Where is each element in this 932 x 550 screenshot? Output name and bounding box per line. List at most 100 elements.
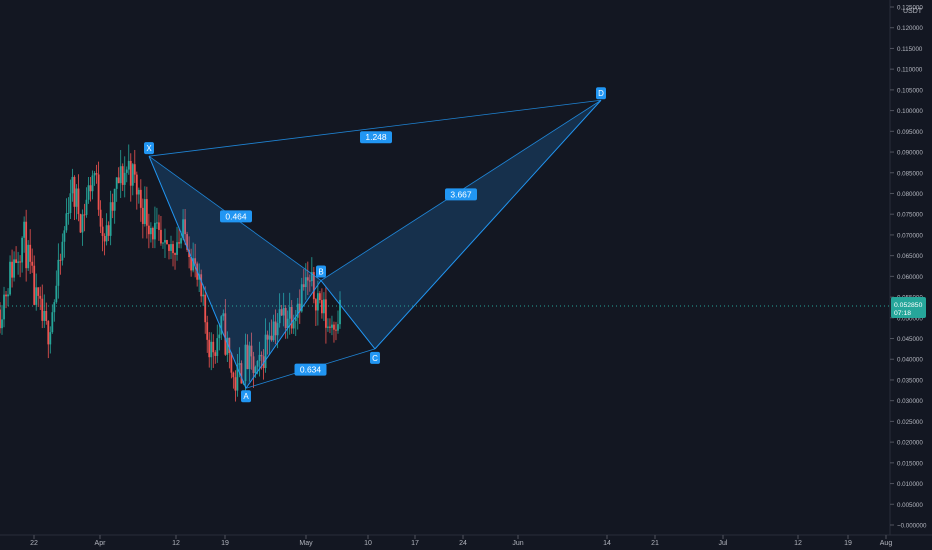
candle-body — [312, 272, 315, 300]
time-tick-label: May — [299, 540, 313, 547]
candle-body — [81, 214, 84, 233]
candle-body — [218, 334, 221, 339]
candle-body — [314, 299, 317, 311]
candle-body — [13, 259, 15, 278]
candle-body — [19, 261, 22, 263]
price-tick-label: 0.040000 — [897, 357, 923, 364]
candle-body — [176, 242, 178, 255]
point-label-box[interactable] — [596, 87, 606, 100]
point-label-box[interactable] — [316, 265, 326, 278]
candle-body — [304, 277, 307, 288]
time-tick-label: Jun — [512, 540, 523, 547]
candle-body — [73, 176, 76, 207]
candle-body — [77, 188, 80, 215]
price-tick-label: 0.070000 — [897, 232, 923, 239]
candle-body — [270, 335, 273, 341]
candle-body — [45, 310, 48, 322]
candle-body — [294, 317, 297, 322]
countdown-label: 07:18 — [894, 310, 911, 317]
time-tick-label: 19 — [844, 540, 852, 547]
candle-body — [174, 253, 176, 255]
xabcd-pattern[interactable]: 0.464 0.634 3.667 1.248 X A B C D — [144, 87, 606, 403]
time-axis[interactable]: 22 Apr 12 19 May 10 17 24 Jun 14 21 Jul 12 19 Aug — [0, 534, 932, 547]
candle-body — [61, 241, 64, 261]
candle-body — [93, 173, 96, 176]
candle-body — [87, 185, 90, 200]
candle-body — [65, 213, 68, 231]
candle-body — [298, 303, 301, 312]
candle-body — [238, 363, 241, 365]
candle-body — [125, 169, 128, 173]
candle-body — [160, 229, 162, 244]
candle-body — [331, 324, 333, 328]
candle-body — [129, 160, 132, 186]
pattern-leg — [320, 280, 376, 350]
candle-body — [168, 244, 170, 251]
candle-body — [232, 372, 235, 378]
candle-body — [143, 199, 146, 224]
candle-body — [236, 364, 239, 391]
price-tag-box — [891, 296, 926, 318]
candle-body — [156, 222, 158, 224]
candle-body — [172, 244, 174, 254]
candle-body — [284, 307, 287, 328]
candle-body — [184, 219, 186, 235]
point-label-box[interactable] — [370, 351, 380, 364]
candle-body — [178, 242, 180, 244]
bcd-triangle — [321, 100, 601, 349]
candle-body — [117, 177, 120, 184]
time-tick-label: 12 — [172, 540, 180, 547]
candle-body — [119, 166, 122, 184]
candle-body — [49, 332, 52, 345]
candle-body — [226, 337, 229, 355]
candle-body — [268, 335, 271, 340]
candle-body — [164, 240, 166, 243]
price-tick-label: 0.080000 — [897, 191, 923, 198]
candle-body — [141, 207, 144, 224]
candle-body — [214, 352, 217, 356]
candle-body — [320, 300, 323, 314]
candle-body — [75, 188, 78, 207]
price-tick-label: 0.005000 — [897, 502, 923, 509]
price-tick-label: 0.060000 — [897, 274, 923, 281]
candle-body — [329, 326, 331, 328]
point-label-box[interactable] — [144, 142, 154, 155]
candle-body — [258, 354, 261, 361]
candle-body — [83, 214, 86, 216]
candle-body — [286, 318, 289, 328]
price-tick-label: 0.115000 — [897, 46, 923, 53]
time-tick-label: Aug — [880, 540, 893, 547]
price-tick-label: 0.010000 — [897, 481, 923, 488]
candle-body — [240, 363, 243, 384]
ratio-label: 1.248 — [365, 132, 387, 142]
price-axis[interactable]: USDT 0.125000 0.120000 0.115000 0.110000 0.1… — [889, 0, 927, 535]
candle-body — [166, 240, 168, 245]
price-tick-label: 0.095000 — [897, 129, 923, 136]
price-tick-label: 0.090000 — [897, 150, 923, 157]
candle-body — [212, 341, 215, 353]
point-label-box[interactable] — [241, 390, 251, 403]
candle-body — [111, 202, 114, 211]
candle-body — [296, 303, 299, 318]
candle-body — [290, 306, 293, 329]
candle-body — [127, 160, 130, 170]
candle-body — [300, 284, 303, 312]
candle-body — [33, 265, 36, 305]
ratio-label: 0.464 — [225, 211, 247, 221]
candle-body — [3, 294, 5, 320]
ratio-label-box — [445, 188, 477, 201]
time-tick-label: 12 — [794, 540, 802, 547]
candle-body — [113, 188, 116, 211]
candle-body — [7, 294, 9, 297]
candle-body — [101, 226, 104, 236]
candle-body — [224, 313, 227, 355]
candle-body — [79, 214, 82, 233]
candle-body — [27, 244, 30, 269]
candle-body — [252, 356, 255, 374]
candle-body — [264, 334, 267, 369]
candle-body — [149, 227, 152, 235]
candle-body — [260, 354, 263, 357]
